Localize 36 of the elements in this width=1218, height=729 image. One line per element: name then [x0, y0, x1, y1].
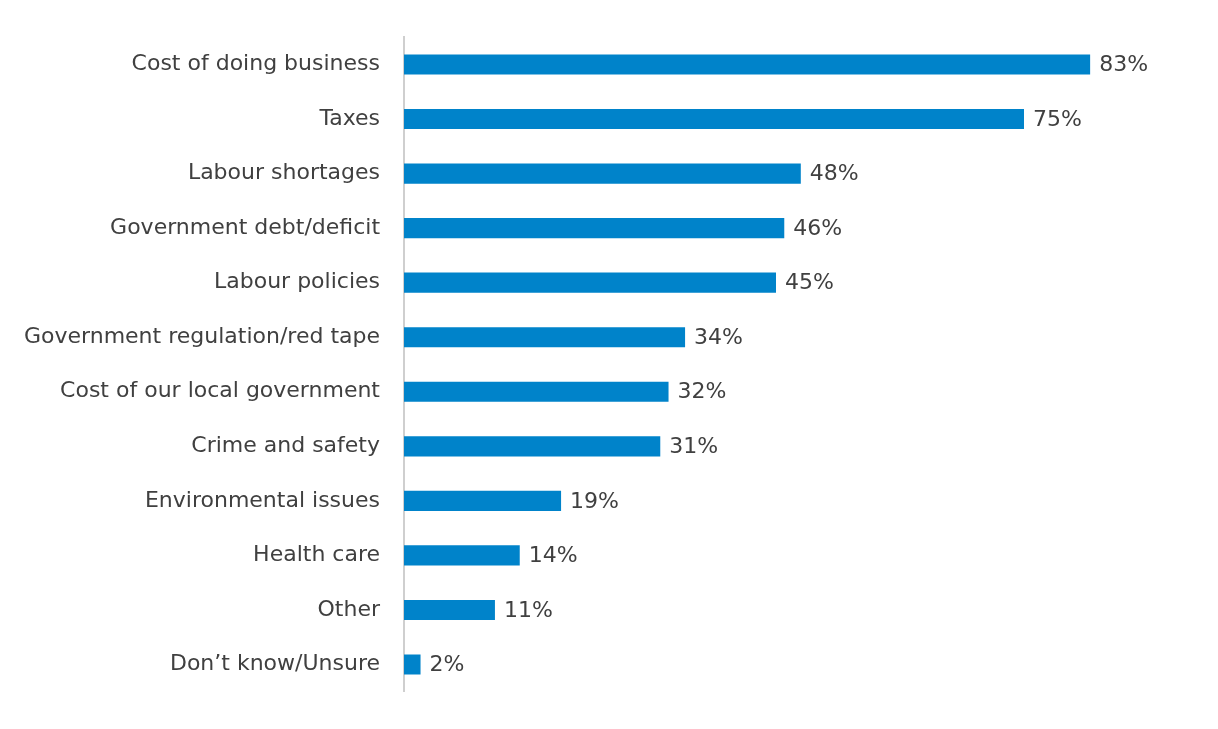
bar [404, 163, 801, 184]
bar [404, 436, 661, 457]
y-tick-label: Cost of doing business [131, 50, 381, 76]
bar [404, 272, 776, 293]
bar [404, 54, 1091, 75]
data-label: 11% [503, 596, 553, 622]
data-label: 48% [809, 160, 859, 186]
y-tick-label: Don’t know/Unsure [169, 650, 381, 676]
y-tick-label: Crime and safety [191, 432, 381, 458]
data-label: 32% [677, 378, 727, 404]
y-tick-label: Cost of our local government [60, 377, 381, 403]
y-tick-label: Government regulation/red tape [23, 322, 381, 348]
data-label: 19% [570, 487, 619, 513]
data-label: 31% [669, 433, 719, 459]
y-tick-label: Other [317, 595, 381, 621]
data-label: 83% [1099, 51, 1149, 77]
bar [404, 545, 520, 566]
y-tick-label: Taxes [318, 104, 381, 130]
y-tick-label: Government debt/deficit [110, 213, 381, 239]
bar [404, 490, 562, 511]
data-label: 2% [429, 651, 465, 677]
data-label: 45% [785, 269, 834, 295]
data-label: 46% [793, 214, 843, 240]
y-tick-label: Environmental issues [144, 486, 381, 512]
data-label: 75% [1033, 105, 1082, 131]
data-label: 14% [528, 542, 578, 568]
y-tick-label: Labour shortages [187, 159, 381, 185]
bar [404, 327, 686, 348]
bar [404, 599, 495, 621]
bar [404, 108, 1024, 130]
y-tick-label: Health care [253, 541, 381, 567]
data-label: 34% [694, 323, 743, 349]
bar [404, 654, 421, 675]
bar [404, 381, 669, 402]
y-tick-label: Labour policies [214, 268, 381, 294]
bar [404, 218, 785, 239]
